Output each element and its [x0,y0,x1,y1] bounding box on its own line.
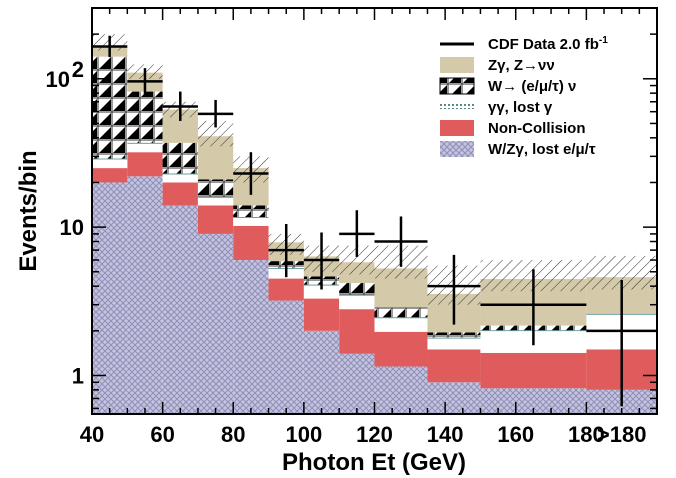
data-point [197,99,234,128]
x-axis-title: Photon Et (GeV) [282,449,466,476]
stack-bar [127,176,163,414]
stack-bar [374,331,428,367]
data-point [586,280,657,407]
stack-bar [480,352,587,389]
stack-bar [427,349,481,383]
legend-item-w: W→ (e/μ/τ) ν [439,77,576,95]
stack-bar [197,205,234,234]
data-point [268,223,304,278]
legend-item-data: CDF Data 2.0 fb-1 [440,35,608,53]
stack-bar [233,225,269,261]
y-tick-label-exponent: 2 [72,57,84,82]
stack-bar [427,382,481,414]
x-tick-label: 40 [80,422,104,447]
legend-label: γγ, lost γ [488,99,553,116]
stack-bar [92,168,128,183]
stack-bar [233,205,269,218]
stack-bar [197,196,234,206]
stack-bar [268,278,304,301]
legend-item-nc: Non-Collision [440,120,586,137]
legend-swatch-zg [440,57,474,73]
x-tick-label: 160 [497,422,534,447]
stack-bar [268,300,304,414]
legend-swatch-gg [440,104,474,109]
stack-bar [339,309,375,354]
stack-bar [92,182,128,414]
legend-swatch-wz [440,141,474,157]
stack-bar [303,284,340,299]
stack-bar [233,260,269,414]
stack-bar [127,152,163,177]
data-point [92,35,128,58]
legend-label: W/Zγ, lost e/μ/τ [488,141,596,158]
legend-item-gg: γγ, lost γ [440,99,553,116]
stack-bar [427,332,481,338]
data-point [162,91,198,121]
stack-bar [162,173,198,183]
legend-swatch-w [439,77,475,95]
legend-item-zg: Zγ, Z→νν [440,57,555,74]
stack-bar [339,294,375,310]
stack-bar [127,142,163,153]
stack-bar [197,179,234,197]
legend-label: Zγ, Z→νν [488,57,555,74]
data-point [303,232,340,290]
stack-bar [162,205,198,414]
stack-bar [339,353,375,414]
stack-bar [162,142,198,174]
data-point [374,216,428,267]
y-tick-label: 10 [60,215,84,240]
axes [91,7,658,414]
data-point [339,210,375,257]
data-point [233,152,269,195]
legend-label: Non-Collision [488,120,586,137]
legend-swatch-nc [440,120,474,136]
x-tick-label: 60 [150,422,174,447]
stack-bar [127,91,163,143]
x-tick-label: 180 [568,422,605,447]
stack-bar [303,330,340,414]
y-tick-label: 1 [72,363,84,388]
legend-label: CDF Data 2.0 fb-1 [488,35,608,53]
stack-bar [374,317,428,332]
legend-label: W→ (e/μ/τ) ν [488,78,576,95]
data-point [480,269,587,346]
x-tick-label: >180 [597,422,647,447]
x-tick-labels: 40 60 80 100 120 140 160 180>180 [80,422,647,447]
legend-item-wz: W/Zγ, lost e/μ/τ [440,141,596,158]
legend-label-superscript: -1 [599,35,608,46]
stack-bar [92,56,128,159]
x-tick-label: 120 [356,422,393,447]
stack-bar [339,283,375,295]
x-tick-label: 80 [221,422,245,447]
legend: CDF Data 2.0 fb-1 Zγ, Z→νν W→ (e/μ/τ) ν γγ,… [439,35,608,158]
y-axis-title: Events/bin [15,150,42,271]
x-tick-label: 100 [286,422,323,447]
stack-bar [303,298,340,331]
stack-bar [162,182,198,206]
data-point [127,68,163,95]
y-tick-label: 10 [46,67,70,92]
stack-bar [374,366,428,414]
data-point [427,254,481,325]
stack-bar [92,158,128,169]
stack-bar [197,233,234,414]
x-tick-label: 140 [427,422,464,447]
stack-bar [374,307,428,318]
stack-bar [233,217,269,226]
data-points [92,35,657,407]
stack-bar [427,337,481,350]
